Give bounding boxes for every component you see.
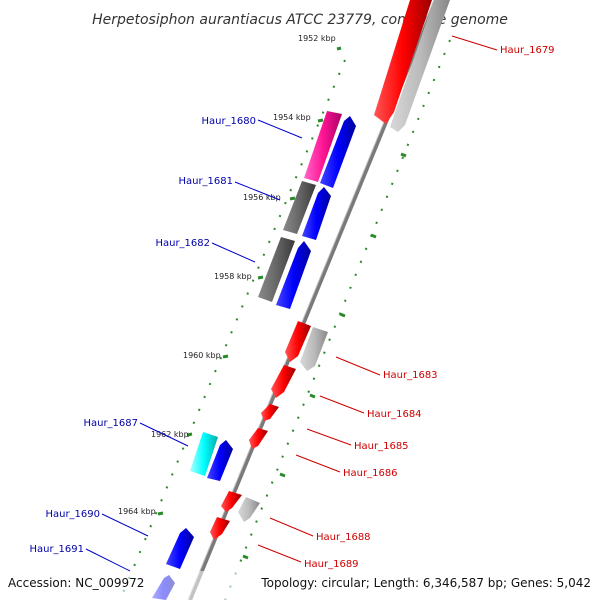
map-title: Herpetosiphon aurantiacus ATCC 23779, co… (92, 12, 508, 28)
gene-arrow-haur-1683-gray[interactable] (300, 327, 328, 371)
gene-arrow-haur-1680-blue[interactable] (320, 116, 356, 188)
gene-arrow-haur-1687[interactable] (190, 432, 218, 476)
reverse-strand-genes (210, 0, 450, 540)
tick-label: 1952 kbp (298, 34, 336, 43)
gene-label[interactable]: Haur_1687 (83, 418, 138, 429)
tick-label: 1962 kbp (151, 430, 189, 439)
reverse-labels: Haur_1679 Haur_1683 Haur_1684 Haur_1685 … (257, 35, 555, 570)
gene-arrow-haur-1683[interactable] (285, 321, 311, 362)
gene-arrow-haur-1688-gray[interactable] (238, 497, 260, 522)
gene-label[interactable]: Haur_1690 (45, 509, 100, 520)
gene-label[interactable]: Haur_1684 (367, 409, 422, 420)
gene-arrow-haur-1687-blue[interactable] (207, 440, 233, 481)
gene-arrow-haur-1686[interactable] (249, 428, 268, 449)
gene-label[interactable]: Haur_1689 (304, 559, 359, 570)
tick-label: 1964 kbp (118, 507, 156, 516)
forward-labels: Haur_1680 Haur_1681 Haur_1682 Haur_1687 … (29, 116, 303, 572)
gene-arrow-haur-1682[interactable] (258, 237, 295, 302)
tick-marks (157, 46, 407, 560)
gene-label[interactable]: Haur_1683 (383, 370, 438, 381)
gene-arrow-haur-1679[interactable] (374, 0, 432, 124)
tick-label: 1954 kbp (273, 113, 311, 122)
gene-label[interactable]: Haur_1680 (201, 116, 256, 127)
tick-label: 1956 kbp (243, 193, 281, 202)
gene-arrow-haur-1679-shadow (390, 0, 450, 132)
gene-label[interactable]: Haur_1681 (178, 176, 233, 187)
gene-label[interactable]: Haur_1688 (316, 532, 371, 543)
footer-backdrop (0, 571, 600, 600)
gene-label[interactable]: Haur_1685 (354, 441, 409, 452)
gene-label[interactable]: Haur_1686 (343, 468, 398, 479)
gene-label[interactable]: Haur_1682 (155, 238, 210, 249)
tick-label: 1958 kbp (214, 272, 252, 281)
gene-label[interactable]: Haur_1691 (29, 544, 84, 555)
gene-label[interactable]: Haur_1679 (500, 45, 555, 56)
tick-label: 1960 kbp (183, 351, 221, 360)
ruler-inner-line (119, 59, 346, 600)
gene-arrow-haur-1690[interactable] (166, 528, 194, 569)
gene-arrow-haur-1681[interactable] (283, 181, 316, 234)
genome-stats-text: Topology: circular; Length: 6,346,587 bp… (260, 576, 591, 590)
gene-arrow-haur-1684[interactable] (271, 365, 296, 398)
gene-arrow-haur-1681-blue[interactable] (302, 187, 331, 240)
gene-arrow-haur-1685[interactable] (261, 404, 279, 421)
accession-text: Accession: NC_009972 (8, 576, 144, 590)
gene-arrow-haur-1689[interactable] (210, 517, 230, 540)
tick-labels: 1952 kbp 1954 kbp 1956 kbp 1958 kbp 1960… (118, 34, 336, 516)
gene-arrow-haur-1688[interactable] (221, 491, 242, 512)
gene-arrow-haur-1680[interactable] (304, 111, 342, 182)
gene-arrow-haur-1682-blue[interactable] (276, 241, 311, 309)
